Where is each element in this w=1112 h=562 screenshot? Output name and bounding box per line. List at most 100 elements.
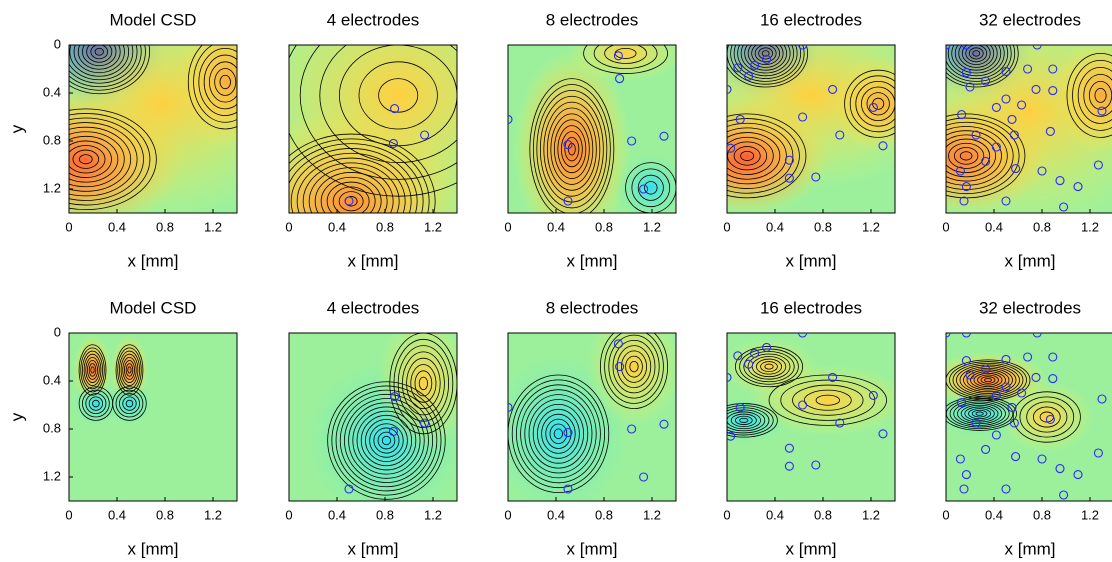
electrode <box>991 142 1001 152</box>
contour-line <box>727 113 807 199</box>
contour-line <box>849 75 895 133</box>
contour-line <box>727 45 809 88</box>
electrode <box>1001 354 1011 364</box>
contour-line <box>959 151 973 161</box>
contour-line <box>365 419 408 462</box>
electrode <box>1031 372 1041 382</box>
contour-line <box>127 366 132 374</box>
electrode <box>798 400 808 410</box>
x-tick-label: 0 <box>285 507 292 522</box>
electrode <box>1097 394 1107 404</box>
contour-line <box>69 122 138 197</box>
electrode <box>613 51 623 61</box>
electrode <box>784 155 794 165</box>
x-tick-label: 0 <box>942 507 949 522</box>
contour-line <box>72 149 100 169</box>
x-tick-label: 0 <box>285 219 292 234</box>
contour-line <box>644 181 658 195</box>
contour-line <box>393 338 454 428</box>
contour-line <box>727 141 768 171</box>
electrode <box>981 364 991 374</box>
contour-line <box>946 117 1020 195</box>
electrode <box>991 102 1001 112</box>
electrode <box>878 141 888 151</box>
electrode <box>828 84 838 94</box>
contour-line <box>369 423 404 458</box>
contour-line <box>747 353 791 380</box>
contour-line <box>946 359 1031 401</box>
contour-line <box>69 45 134 81</box>
electrode <box>563 428 573 438</box>
electrode <box>1009 418 1019 428</box>
contour-line <box>768 374 887 426</box>
contour-line <box>954 45 998 71</box>
contour-line <box>977 374 999 386</box>
panel-title: Model CSD <box>110 298 197 317</box>
electrode <box>798 333 808 338</box>
contour-line <box>511 379 606 489</box>
contour-line <box>115 389 144 418</box>
x-tick-label: 0 <box>723 507 730 522</box>
contour-line <box>946 45 1016 85</box>
contour-line <box>621 350 648 383</box>
contour-line <box>961 45 991 65</box>
electrode <box>955 166 965 176</box>
contour-line <box>78 154 93 165</box>
electrode <box>957 110 967 120</box>
electrodes <box>508 339 669 494</box>
contour-line <box>88 396 103 411</box>
electrode <box>1037 166 1047 176</box>
electrode <box>750 60 760 70</box>
contour-line <box>1026 401 1068 433</box>
electrode <box>991 430 1001 440</box>
contour-field <box>289 45 457 213</box>
electrode <box>388 138 398 148</box>
contour-line <box>90 45 109 60</box>
electrode <box>1011 164 1021 174</box>
contour-line <box>335 389 438 492</box>
y-tick-label: 0 <box>54 324 61 339</box>
contour-line <box>966 369 1010 391</box>
contour-line <box>970 371 1006 389</box>
contour-line <box>948 142 985 169</box>
electrode <box>508 114 513 124</box>
plot-frame <box>507 44 677 214</box>
y-axis-label: y <box>7 412 26 421</box>
panel-title: 32 electrodes <box>979 298 1081 317</box>
contour-line <box>946 126 1008 186</box>
contour-line <box>959 366 1017 394</box>
electrodes <box>727 45 888 183</box>
electrode <box>1093 160 1103 170</box>
x-tick-label: 1.2 <box>862 507 880 522</box>
contour-line <box>743 351 795 383</box>
x-tick-label: 0.4 <box>328 507 346 522</box>
electrode <box>659 131 669 141</box>
plot-frame <box>288 332 458 502</box>
contour-line <box>296 157 406 213</box>
contour-line <box>69 108 157 211</box>
electrode <box>1037 454 1047 464</box>
panel: 16 electrodes 0 0.4 0.8 1.2 x [mm] <box>723 10 896 270</box>
panel: 4 electrodes 0 0.4 0.8 1.2 x [mm] <box>285 298 458 558</box>
contour-line <box>583 45 668 74</box>
contour-line <box>326 181 376 213</box>
contour-line <box>214 68 237 96</box>
y-tick-label: 0 <box>54 36 61 51</box>
electrode <box>965 370 975 380</box>
x-tick-label: 0.8 <box>814 507 832 522</box>
electrode <box>1073 182 1083 192</box>
contour-line <box>88 363 97 377</box>
contour-line <box>120 353 139 387</box>
electrode <box>965 82 975 92</box>
electrode <box>798 45 808 50</box>
x-tick-label: 0.8 <box>1033 219 1051 234</box>
contour-line <box>855 81 895 127</box>
plot-frame <box>68 44 238 214</box>
electrode <box>959 484 969 494</box>
electrode <box>508 402 513 412</box>
contour-line <box>543 101 601 197</box>
contour-line <box>377 431 396 450</box>
contour-line <box>730 45 802 82</box>
contour-line <box>528 399 589 469</box>
x-axis-label: x [mm] <box>1005 539 1056 558</box>
